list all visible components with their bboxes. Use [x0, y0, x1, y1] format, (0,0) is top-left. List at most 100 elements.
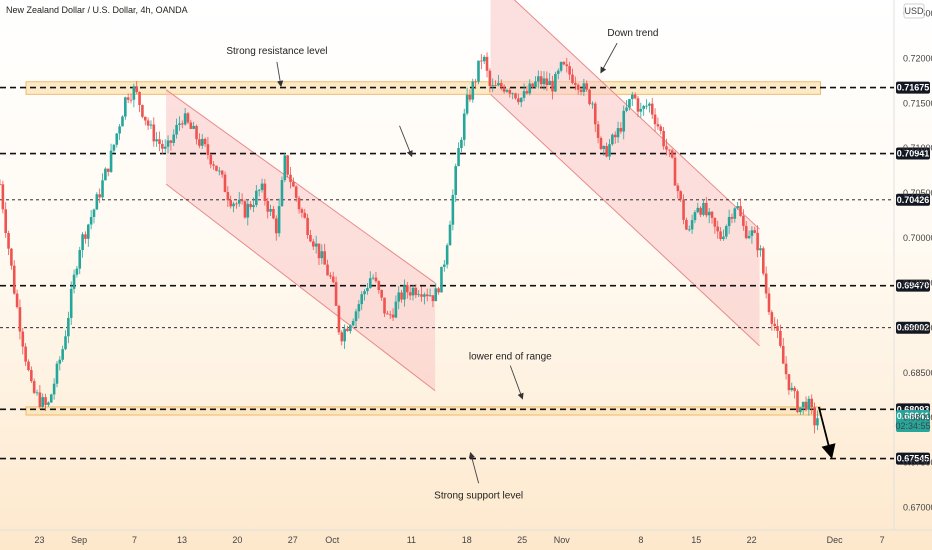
- candle-body: [793, 387, 796, 392]
- currency-button[interactable]: USD: [903, 3, 925, 19]
- candle: [628, 98, 631, 111]
- channel-fill-2[interactable]: [490, 0, 760, 346]
- annotation-arrow-2[interactable]: [399, 125, 413, 158]
- support-zone[interactable]: [25, 406, 822, 416]
- candle: [816, 410, 819, 431]
- annotation-arrow-4[interactable]: [509, 365, 524, 400]
- candle-body: [716, 226, 720, 232]
- candle: [232, 201, 235, 213]
- channel-bottom-line-2[interactable]: [490, 93, 760, 347]
- candle: [773, 317, 776, 331]
- candle: [98, 188, 101, 204]
- candle: [707, 207, 711, 224]
- candle-body: [491, 85, 495, 86]
- annotation-text-2[interactable]: Down trend: [607, 28, 658, 39]
- candle: [135, 81, 139, 95]
- candle-body: [642, 105, 645, 109]
- candle: [776, 319, 779, 339]
- candle: [753, 226, 757, 234]
- channel-top-line-2[interactable]: [491, 0, 760, 230]
- annotation-arrow-6[interactable]: [817, 406, 836, 459]
- candle-body: [599, 137, 603, 150]
- candle-body: [391, 314, 395, 318]
- candle-body: [699, 207, 702, 215]
- candle-body: [75, 268, 79, 275]
- candle-body: [753, 230, 757, 233]
- candle: [126, 93, 130, 104]
- candle-body: [163, 146, 167, 149]
- candle: [742, 209, 745, 231]
- price-badge-label: 0.67545: [897, 454, 930, 464]
- candle: [431, 295, 435, 308]
- candle-body: [67, 317, 70, 337]
- candle: [593, 101, 597, 132]
- candle: [260, 178, 264, 193]
- candle-body: [514, 93, 517, 99]
- candle-body: [106, 168, 110, 172]
- candle-body: [126, 97, 130, 100]
- annotation-arrow-5[interactable]: [468, 451, 480, 484]
- candle: [770, 310, 774, 331]
- annotation-text-1[interactable]: Strong resistance level: [226, 46, 327, 57]
- time-axis[interactable]: 23 Sep 7 13 20 27 Oct 11 18 25 Nov 8 15 22 Dec 7: [35, 535, 885, 545]
- candle: [326, 259, 329, 276]
- candle-body: [525, 91, 529, 94]
- candle: [55, 361, 59, 388]
- candle: [781, 337, 785, 364]
- candle-body: [767, 293, 771, 313]
- candle-body: [277, 206, 281, 234]
- arrows-layer: [276, 42, 836, 484]
- candle: [784, 356, 788, 380]
- candle: [255, 184, 258, 208]
- candle: [143, 116, 147, 126]
- candle-body: [206, 144, 210, 155]
- candle-body: [462, 113, 466, 140]
- candle: [611, 133, 614, 146]
- candle: [169, 139, 173, 151]
- price-badge-bg: [896, 147, 930, 160]
- candle-body: [571, 74, 574, 84]
- candle: [243, 199, 247, 219]
- candle: [391, 308, 395, 322]
- channel-fill-1[interactable]: [166, 89, 436, 391]
- candle-body: [685, 219, 688, 230]
- candle-body: [189, 122, 193, 129]
- price-badge-1: 0.71675: [896, 81, 930, 94]
- candle: [799, 407, 802, 415]
- annotation-text-3[interactable]: lower end of range: [469, 351, 552, 362]
- candle: [263, 179, 267, 206]
- candle: [132, 83, 136, 108]
- candle-body: [539, 76, 543, 85]
- candle-body: [303, 212, 307, 218]
- price-badge-label: 0.69002: [897, 323, 930, 333]
- candle: [58, 356, 62, 371]
- candle: [218, 167, 221, 176]
- candle-body: [243, 201, 247, 218]
- candle-body: [779, 330, 782, 346]
- candle-body: [636, 98, 640, 112]
- candle: [35, 389, 39, 396]
- candle: [220, 169, 224, 178]
- candle-body: [220, 170, 224, 175]
- channel-bottom-line-1[interactable]: [165, 183, 436, 392]
- annotation-arrow-1[interactable]: [276, 61, 284, 88]
- candle-body: [807, 398, 811, 410]
- candle: [206, 136, 210, 160]
- candle-body: [260, 183, 264, 190]
- candle-body: [428, 295, 432, 297]
- x-tick-label: 18: [462, 535, 472, 545]
- candle-body: [750, 230, 754, 237]
- candle: [192, 121, 195, 130]
- candle: [141, 104, 144, 119]
- channel-top-line-1[interactable]: [165, 89, 436, 284]
- candle: [61, 345, 64, 362]
- price-axis[interactable]: 0.71675 0.70941 0.70426 0.69470 0.69002 0.680…: [895, 8, 932, 512]
- candle: [474, 78, 477, 90]
- annotation-text-4[interactable]: Strong support level: [434, 491, 523, 502]
- candle-body: [161, 143, 164, 149]
- candle-body: [186, 113, 190, 123]
- price-badge-bg: [896, 452, 930, 465]
- annotation-arrow-3[interactable]: [600, 42, 618, 74]
- candle: [425, 288, 429, 302]
